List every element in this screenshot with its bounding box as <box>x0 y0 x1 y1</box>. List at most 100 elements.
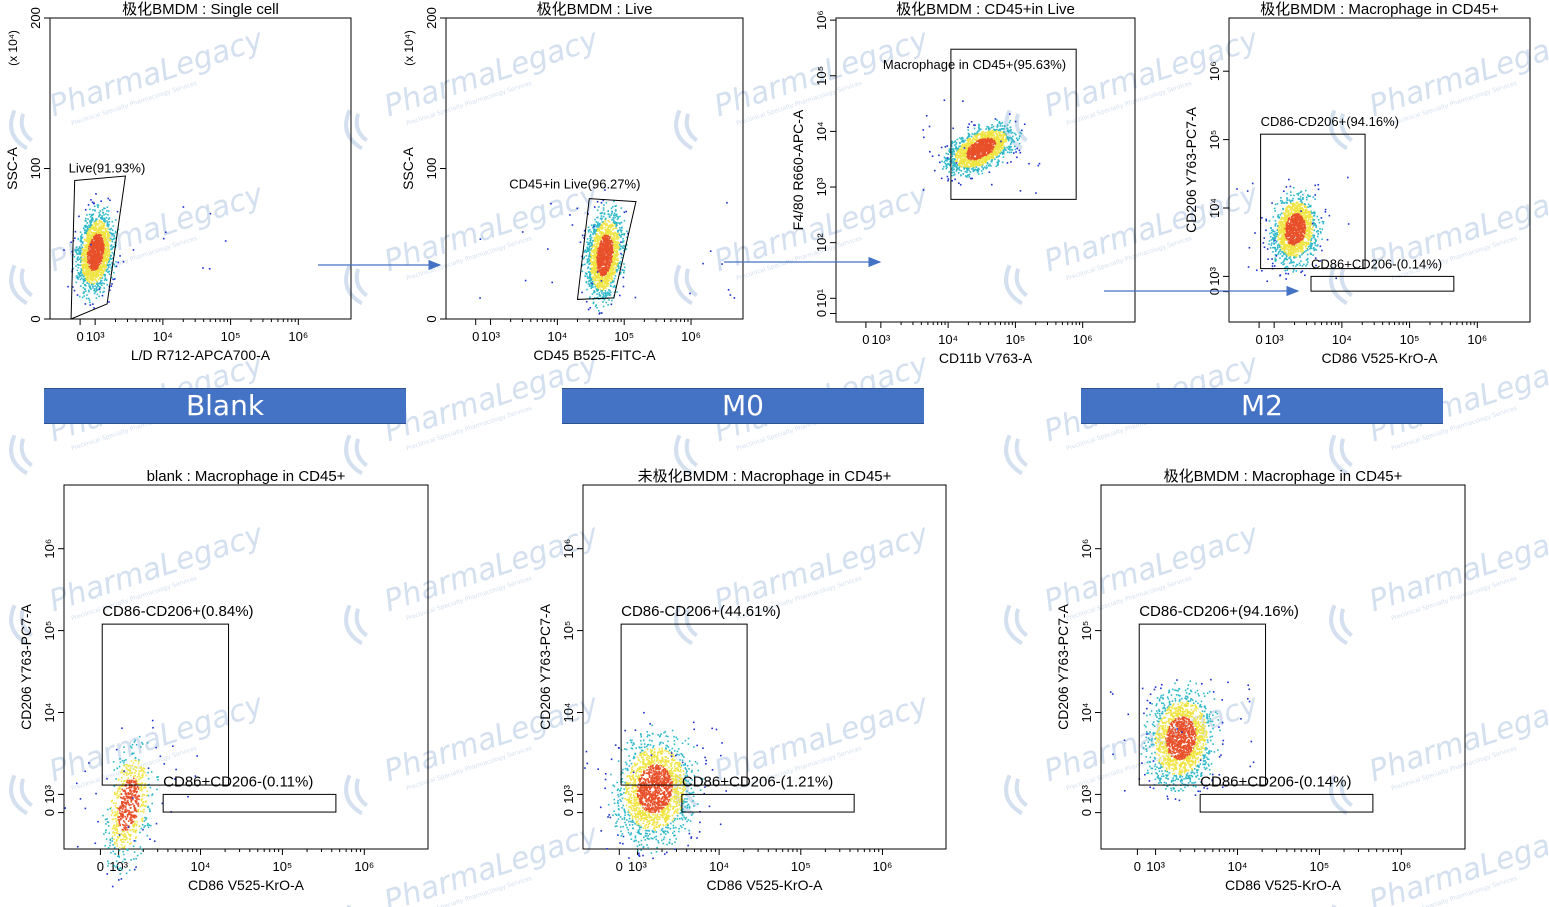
y-tick-label: 0 <box>28 315 43 322</box>
watermark-text: PharmaLegacy <box>380 177 603 279</box>
data-point <box>973 169 976 172</box>
data-point <box>946 158 948 161</box>
data-point <box>593 238 596 241</box>
data-point <box>108 251 111 253</box>
x-tick-label: 10⁵ <box>1005 332 1025 347</box>
data-point <box>940 146 943 149</box>
data-point <box>594 274 597 277</box>
data-point <box>586 277 589 279</box>
data-point <box>609 242 612 244</box>
data-point <box>978 153 981 155</box>
data-point <box>84 258 86 260</box>
data-point <box>979 137 982 139</box>
data-point <box>587 250 590 252</box>
data-point <box>601 217 603 220</box>
data-point <box>83 280 85 283</box>
data-point <box>978 130 980 132</box>
data-point <box>77 273 80 275</box>
data-point <box>996 138 999 140</box>
data-point <box>605 273 607 275</box>
data-point <box>87 204 90 206</box>
data-point <box>620 252 622 255</box>
data-point <box>610 245 612 248</box>
data-point <box>619 248 622 250</box>
data-point <box>598 246 601 249</box>
data-point <box>81 296 84 299</box>
data-point <box>601 249 603 252</box>
data-point <box>946 160 948 162</box>
watermark-icon <box>674 264 698 306</box>
data-point <box>92 246 95 249</box>
data-point <box>615 234 618 237</box>
data-point <box>972 145 974 147</box>
data-point <box>596 285 598 287</box>
data-point <box>81 252 84 254</box>
data-point <box>93 278 96 281</box>
data-point <box>585 255 588 257</box>
data-point <box>611 265 613 267</box>
data-point <box>92 249 95 251</box>
data-point <box>80 259 82 262</box>
y-tick-label: 100 <box>424 158 439 180</box>
data-point <box>588 280 590 283</box>
data-point <box>613 214 615 216</box>
data-point <box>89 278 92 281</box>
data-point <box>104 242 106 244</box>
data-point <box>111 229 114 232</box>
data-point <box>609 254 612 257</box>
data-point <box>980 160 983 162</box>
data-point <box>81 266 84 268</box>
data-point <box>989 163 991 166</box>
watermark-icon <box>1004 774 1028 816</box>
data-point <box>1010 132 1012 134</box>
data-point <box>569 214 571 216</box>
data-point <box>107 237 109 240</box>
data-point <box>955 143 957 146</box>
data-point <box>983 156 986 159</box>
data-point <box>63 249 65 251</box>
data-point <box>1006 127 1008 130</box>
data-point <box>599 232 601 235</box>
data-point <box>81 264 84 267</box>
data-point <box>111 240 114 243</box>
data-point <box>604 264 607 267</box>
data-point <box>597 235 599 237</box>
data-point <box>616 242 619 244</box>
y-tick-label: 0 <box>814 310 829 317</box>
data-point <box>974 124 976 126</box>
data-point <box>604 273 606 275</box>
data-point <box>620 263 622 265</box>
data-point <box>612 217 615 219</box>
data-point <box>590 287 593 289</box>
data-point <box>993 135 995 137</box>
data-point <box>607 267 610 269</box>
data-point <box>79 272 82 275</box>
data-point <box>611 210 613 213</box>
data-point <box>104 221 106 223</box>
data-point <box>620 231 623 233</box>
data-point <box>958 148 961 151</box>
data-point <box>603 284 605 287</box>
data-point <box>103 290 105 293</box>
data-point <box>106 244 108 247</box>
data-point <box>595 225 598 227</box>
data-point <box>605 280 607 283</box>
data-point <box>108 228 111 231</box>
data-point <box>92 285 94 288</box>
data-point <box>974 142 977 144</box>
data-point <box>104 258 107 260</box>
data-point <box>1009 143 1012 145</box>
data-point <box>85 240 88 243</box>
data-point <box>985 161 988 164</box>
data-point <box>182 206 185 208</box>
data-point <box>88 250 91 253</box>
data-point <box>86 253 89 255</box>
data-point <box>598 237 600 240</box>
data-point <box>596 237 599 239</box>
data-point <box>97 232 100 234</box>
data-point <box>595 247 598 249</box>
data-point <box>97 268 100 271</box>
data-point <box>585 251 588 253</box>
data-point <box>980 161 983 164</box>
data-point <box>89 246 92 249</box>
